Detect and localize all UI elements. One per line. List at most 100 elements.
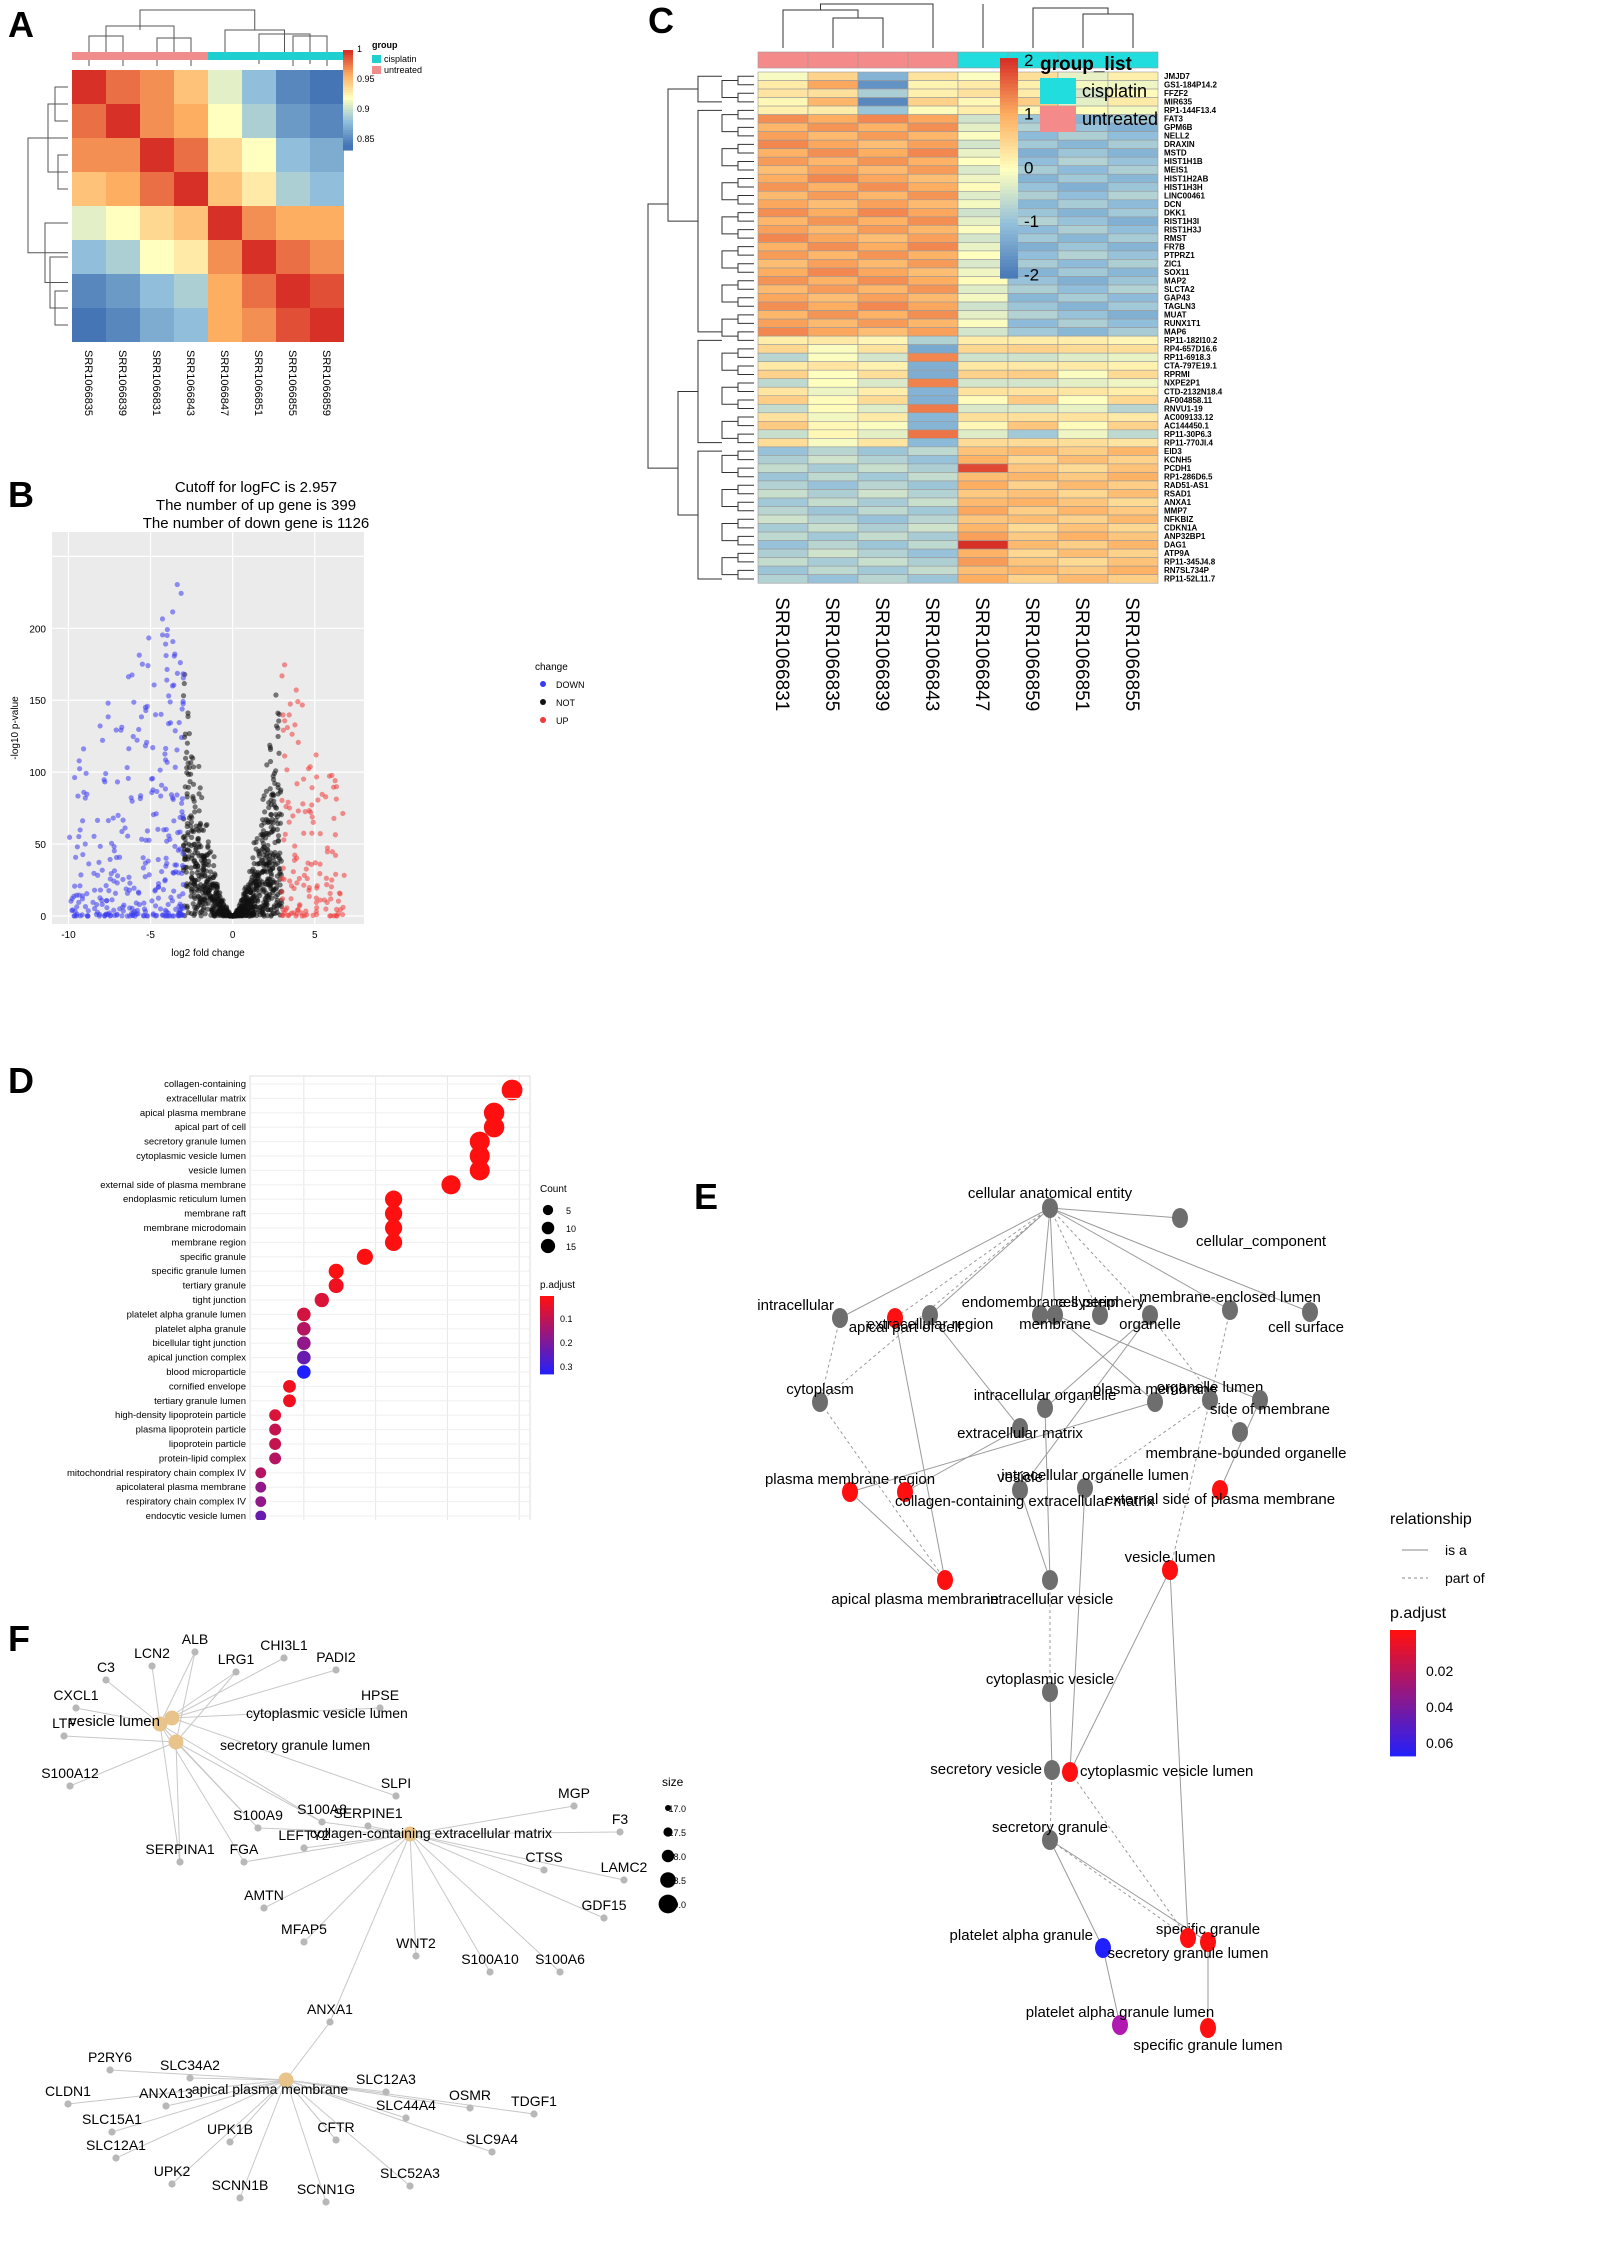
heatmap-cell	[72, 172, 106, 206]
count-legend-label: 10	[566, 1224, 576, 1234]
term-label: membrane region	[172, 1237, 246, 1248]
volcano-point-down	[82, 841, 88, 847]
gene-label: SCNN1G	[297, 2181, 355, 2197]
gene-label: SOX11	[1164, 268, 1190, 277]
cnet-edge	[109, 2069, 287, 2081]
heatmap-cell	[757, 199, 809, 209]
term-label: cytoplasmic vesicle lumen	[136, 1151, 246, 1162]
padj-scale-label: 0.06	[1426, 1735, 1453, 1751]
volcano-point-down	[130, 733, 136, 740]
volcano-point-not	[267, 758, 274, 765]
volcano-point-down	[177, 907, 183, 914]
heatmap-cell	[1107, 344, 1159, 354]
heatmap-cell	[907, 233, 959, 243]
heatmap-cell	[757, 352, 809, 362]
volcano-point-down	[125, 775, 131, 782]
heatmap-cell	[1057, 395, 1109, 405]
volcano-point-down	[107, 856, 113, 863]
volcano-point-not	[241, 905, 248, 912]
heatmap-cell	[140, 70, 174, 104]
heatmap-cell	[1107, 173, 1159, 184]
gene-label: TDGF1	[511, 2093, 557, 2109]
volcano-point-up	[292, 843, 298, 849]
heatmap-cell	[1057, 344, 1109, 354]
network-node	[832, 1308, 848, 1328]
heatmap-cell	[1057, 190, 1109, 201]
network-edge	[819, 1401, 946, 1581]
color-scale-step	[343, 62, 353, 66]
heatmap-cell	[757, 548, 809, 558]
heatmap-cell	[1057, 455, 1109, 465]
dot-point	[356, 1248, 373, 1265]
color-scale-step	[1000, 124, 1018, 129]
heatmap-cell	[907, 531, 959, 541]
sample-label: SRR1066851	[252, 350, 264, 416]
heatmap-cell	[957, 438, 1009, 448]
volcano-point-down	[155, 826, 161, 832]
volcano-point-not	[199, 794, 205, 801]
heatmap-cell	[1057, 429, 1109, 439]
gene-label: AC009133.12	[1164, 413, 1214, 422]
gene-label: ALB	[182, 1631, 208, 1647]
color-scale-step	[1000, 149, 1018, 154]
gene-label: DKK1	[1164, 208, 1186, 217]
heatmap-cell	[807, 276, 859, 286]
heatmap-cell	[807, 190, 859, 201]
dot-point	[314, 1292, 329, 1308]
sample-label: SRR1066843	[921, 597, 942, 711]
volcano-point-not	[184, 740, 191, 746]
gene-label: CFTR	[317, 2119, 354, 2135]
volcano-point-down	[105, 714, 111, 720]
volcano-point-up	[279, 896, 286, 902]
panel-letter-b: B	[8, 474, 34, 515]
term-label: mitochondrial respiratory chain complex …	[67, 1468, 247, 1479]
heatmap-cell	[807, 352, 859, 362]
heatmap-cell	[310, 240, 344, 274]
heatmap-cell	[957, 540, 1009, 550]
padj-scale-step	[540, 1337, 554, 1341]
heatmap-cell	[1107, 548, 1159, 558]
volcano-point-not	[186, 764, 193, 771]
heatmap-cell	[957, 429, 1009, 439]
volcano-point-down	[144, 828, 151, 834]
heatmap-cell	[310, 206, 344, 240]
heatmap-cell	[857, 139, 909, 149]
sample-label: SRR1066851	[1071, 597, 1092, 711]
volcano-point-down	[161, 827, 167, 833]
heatmap-cell	[857, 489, 909, 499]
gene-label: RAD51-AS1	[1164, 481, 1209, 490]
heatmap-cell	[1107, 386, 1159, 397]
heatmap-cell	[957, 455, 1009, 465]
volcano-point-down	[180, 675, 186, 681]
volcano-point-not	[191, 858, 197, 864]
volcano-point-not	[184, 883, 190, 889]
color-scale-step	[1000, 142, 1018, 147]
volcano-point-up	[313, 899, 319, 906]
volcano-point-not	[252, 892, 258, 899]
gene-label: DAG1	[1164, 541, 1187, 550]
volcano-point-down	[180, 882, 186, 888]
color-scale-step	[343, 90, 353, 94]
col-dendrogram-branch	[105, 25, 175, 56]
network-edge	[1039, 1207, 1051, 1316]
volcano-point-down	[80, 851, 86, 858]
dot-point	[297, 1365, 311, 1379]
gene-label: AMTN	[244, 1887, 284, 1903]
volcano-point-not	[215, 890, 221, 896]
volcano-point-not	[266, 857, 272, 863]
volcano-point-not	[267, 786, 273, 792]
heatmap-cell	[757, 421, 809, 431]
heatmap-cell	[1057, 506, 1109, 516]
volcano-point-down	[85, 913, 91, 919]
hub-label: secretory granule lumen	[220, 1737, 370, 1753]
heatmap-cell	[807, 395, 859, 405]
volcano-point-not	[196, 791, 202, 797]
volcano-point-down	[97, 911, 103, 918]
volcano-point-down	[163, 641, 169, 647]
volcano-point-not	[191, 841, 198, 847]
heatmap-cell	[907, 105, 959, 115]
volcano-point-not	[268, 850, 274, 856]
heatmap-cell	[1007, 412, 1059, 422]
cnet-gene-node	[66, 1782, 74, 1790]
legend-swatch-untreated	[372, 66, 381, 74]
